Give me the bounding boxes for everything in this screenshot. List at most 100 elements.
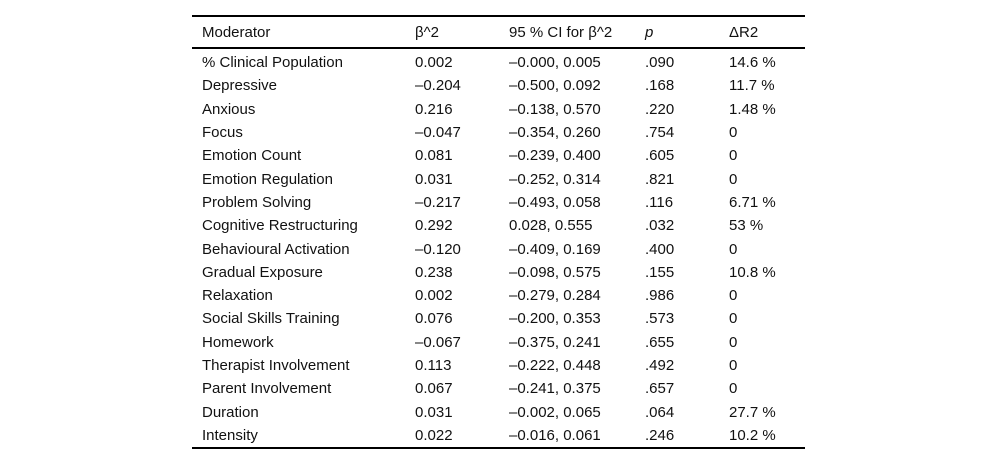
cell-ci: –0.000, 0.005 — [509, 54, 601, 72]
column-header-moderator: Moderator — [192, 16, 415, 49]
cell-ci: –0.493, 0.058 — [509, 193, 601, 211]
cell-beta-squared: 0.031 — [415, 170, 453, 188]
cell-moderator: Social Skills Training — [202, 310, 340, 328]
cell-ci: 0.028, 0.555 — [509, 217, 593, 235]
cell-p: .168 — [645, 77, 675, 95]
cell-moderator: Emotion Regulation — [202, 170, 333, 188]
cell-moderator: Depressive — [202, 77, 278, 95]
cell-beta-squared: 0.113 — [415, 357, 452, 374]
cell-beta-squared: 0.002 — [415, 287, 453, 305]
cell-p: .032 — [645, 217, 675, 235]
cell-moderator: Cognitive Restructuring — [202, 217, 358, 235]
cell-moderator: Duration — [202, 403, 259, 421]
cell-moderator: Homework — [202, 333, 274, 351]
table-row: Problem Solving –0.217 –0.493, 0.058 .116 6.… — [192, 191, 805, 214]
table-row: Parent Involvement 0.067 –0.241, 0.375 .657… — [192, 377, 805, 400]
header-row: Moderator β^2 95 % CI for β^2 p ΔR2 — [192, 16, 805, 49]
cell-ci: –0.375, 0.241 — [509, 333, 601, 351]
cell-beta-squared: 0.292 — [415, 217, 453, 235]
cell-ci: –0.241, 0.375 — [509, 380, 601, 398]
cell-beta-squared: 0.022 — [415, 426, 453, 444]
cell-delta-r2: 10.8 % — [729, 263, 776, 281]
cell-ci: –0.409, 0.169 — [509, 240, 601, 258]
cell-delta-r2: 53 % — [729, 217, 764, 235]
cell-beta-squared: –0.047 — [415, 124, 461, 142]
cell-moderator: Focus — [202, 124, 243, 142]
cell-ci: –0.002, 0.065 — [509, 403, 601, 421]
cell-moderator: % Clinical Population — [202, 54, 343, 72]
cell-ci: –0.222, 0.448 — [509, 357, 601, 374]
cell-p: .116 — [645, 193, 674, 211]
cell-p: .754 — [645, 124, 675, 142]
table-row: Emotion Regulation 0.031 –0.252, 0.314 .821… — [192, 167, 805, 190]
table-row: Therapist Involvement 0.113 –0.222, 0.448.… — [192, 354, 805, 377]
cell-delta-r2: 0 — [729, 380, 738, 398]
table-row: Relaxation 0.002 –0.279, 0.284 .986 0 — [192, 284, 805, 307]
cell-p: .492 — [645, 357, 675, 374]
cell-ci: –0.500, 0.092 — [509, 77, 601, 95]
table-row: Emotion Count 0.081 –0.239, 0.400 .605 0 — [192, 144, 805, 167]
cell-moderator: Behavioural Activation — [202, 240, 350, 258]
cell-moderator: Parent Involvement — [202, 380, 332, 398]
table-row: Anxious 0.216 –0.138, 0.570 .220 1.48 % — [192, 98, 805, 121]
cell-delta-r2: 0 — [729, 287, 738, 305]
cell-beta-squared: 0.067 — [415, 380, 453, 398]
cell-delta-r2: 27.7 % — [729, 403, 776, 421]
column-header-beta-squared: β^2 — [415, 16, 509, 49]
cell-beta-squared: 0.081 — [415, 147, 453, 165]
cell-ci: –0.200, 0.353 — [509, 310, 601, 328]
cell-moderator: Therapist Involvement — [202, 357, 350, 374]
cell-ci: –0.354, 0.260 — [509, 124, 601, 142]
cell-delta-r2: 6.71 % — [729, 193, 776, 211]
cell-delta-r2: 0 — [729, 170, 738, 188]
cell-delta-r2: 0 — [729, 333, 738, 351]
cell-p: .246 — [645, 426, 675, 444]
cell-delta-r2: 11.7 % — [729, 77, 775, 95]
cell-beta-squared: 0.216 — [415, 100, 453, 118]
table-row: Gradual Exposure 0.238 –0.098, 0.575 .155 10… — [192, 261, 805, 284]
table-row: Focus –0.047 –0.354, 0.260 .754 0 — [192, 121, 805, 144]
table-row: Homework –0.067 –0.375, 0.241 .655 0 — [192, 331, 805, 354]
cell-beta-squared: 0.031 — [415, 403, 453, 421]
cell-p: .090 — [645, 54, 675, 72]
cell-moderator: Emotion Count — [202, 147, 302, 165]
cell-p: .400 — [645, 240, 675, 258]
cell-delta-r2: 0 — [729, 357, 738, 374]
cell-ci: –0.279, 0.284 — [509, 287, 601, 305]
cell-p: .655 — [645, 333, 675, 351]
table-row: Cognitive Restructuring 0.292 0.028, 0.555… — [192, 214, 805, 237]
cell-delta-r2: 0 — [729, 124, 738, 142]
cell-ci: –0.098, 0.575 — [509, 263, 601, 281]
cell-beta-squared: 0.238 — [415, 263, 453, 281]
table-row: % Clinical Population 0.002 –0.000, 0.005.… — [192, 48, 805, 74]
table-row: Duration 0.031 –0.002, 0.065 .064 27.7 % — [192, 400, 805, 423]
table-row: Social Skills Training 0.076 –0.200, 0.353… — [192, 307, 805, 330]
table-row: Intensity 0.022 –0.016, 0.061 .246 10.2 % — [192, 424, 805, 448]
cell-moderator: Intensity — [202, 426, 258, 444]
cell-p: .821 — [645, 170, 675, 188]
cell-beta-squared: –0.120 — [415, 240, 461, 258]
column-header-delta-r2: ΔR2 — [729, 16, 805, 49]
cell-p: .064 — [645, 403, 675, 421]
column-header-ci: 95 % CI for β^2 — [509, 16, 645, 49]
cell-delta-r2: 1.48 % — [729, 100, 776, 118]
cell-delta-r2: 14.6 % — [729, 54, 776, 72]
cell-ci: –0.138, 0.570 — [509, 100, 601, 118]
cell-beta-squared: –0.067 — [415, 333, 461, 351]
cell-ci: –0.252, 0.314 — [509, 170, 601, 188]
cell-beta-squared: 0.076 — [415, 310, 453, 328]
cell-moderator: Problem Solving — [202, 193, 312, 211]
table-body: % Clinical Population 0.002 –0.000, 0.005.… — [192, 48, 805, 448]
cell-p: .220 — [645, 100, 675, 118]
table-row: Depressive –0.204 –0.500, 0.092 .168 11.7 % — [192, 74, 805, 97]
cell-delta-r2: 10.2 % — [729, 426, 776, 444]
cell-ci: –0.016, 0.061 — [509, 426, 601, 444]
cell-moderator: Anxious — [202, 100, 256, 118]
table-header: Moderator β^2 95 % CI for β^2 p ΔR2 — [192, 16, 805, 49]
cell-p: .986 — [645, 287, 675, 305]
cell-delta-r2: 0 — [729, 310, 738, 328]
cell-moderator: Gradual Exposure — [202, 263, 323, 281]
cell-p: .155 — [645, 263, 675, 281]
table-row: Behavioural Activation –0.120 –0.409, 0.16… — [192, 237, 805, 260]
